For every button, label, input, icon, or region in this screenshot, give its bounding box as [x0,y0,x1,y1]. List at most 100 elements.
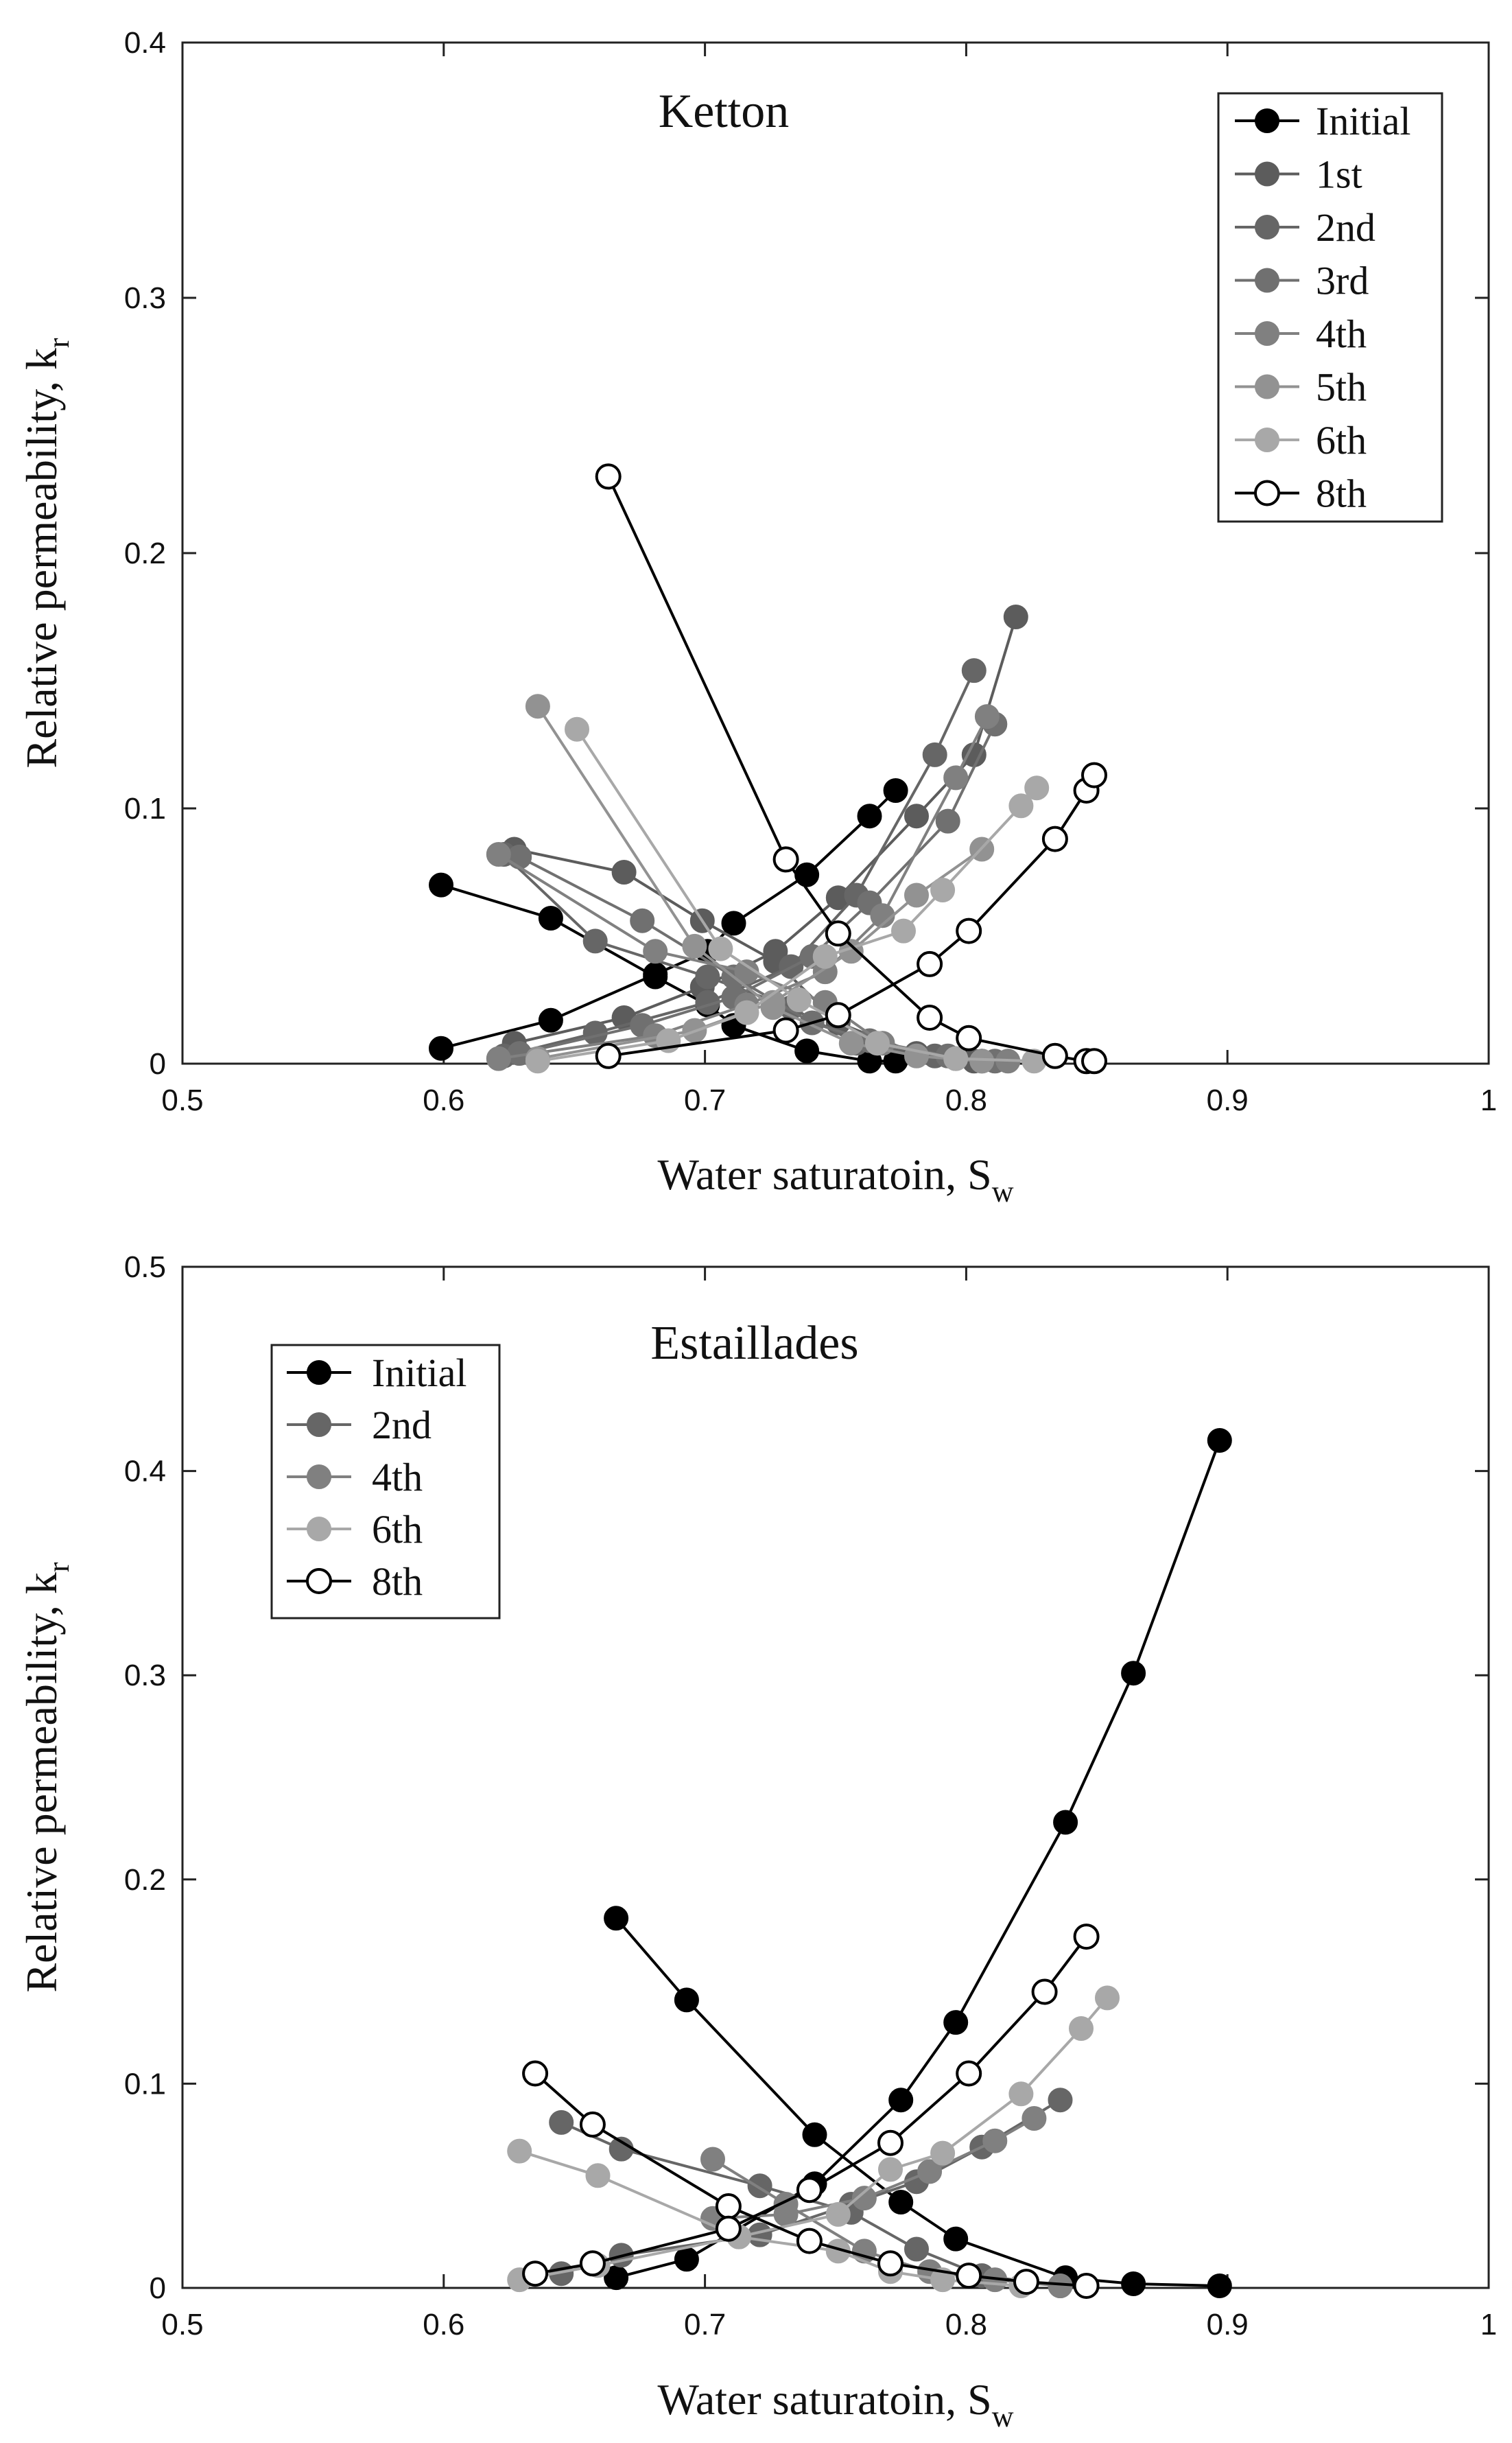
data-point [682,933,707,959]
data-point [522,2060,549,2087]
data-point [1081,762,1107,788]
data-point [956,1025,982,1051]
chart-title: Estaillades [650,1317,858,1370]
y-tick-label: 0.3 [124,1659,166,1692]
data-point [883,778,908,803]
data-point [917,950,943,977]
data-point [429,1036,453,1061]
data-point [708,936,733,961]
legend-marker [1255,215,1279,239]
data-point [1121,2271,1146,2296]
data-point [930,2267,956,2293]
data-point [935,808,960,834]
data-series [429,463,1107,1075]
legend-box [1217,92,1443,523]
x-tick-label: 0.9 [1207,2308,1249,2341]
data-point [549,2109,574,2135]
chart-title: Ketton [659,85,790,138]
data-point [525,694,550,719]
legend-entry-5th: 5th [1235,365,1367,410]
data-point [812,944,838,969]
legend-entry-8th: 8th [1235,471,1367,516]
x-tick-label: 0.6 [423,2308,464,2341]
legend-entry-2nd: 2nd [287,1403,432,1447]
data-point [1041,826,1068,852]
legend-label: 4th [372,1455,423,1499]
series-4th [486,704,1021,1074]
y-tick-label: 0.2 [124,537,166,570]
data-point [904,804,929,829]
data-point [595,463,622,490]
data-point [585,2163,611,2188]
legend-label: 8th [1316,471,1367,516]
series-initial [604,1428,1232,2298]
data-point [1031,1978,1058,2005]
data-point [961,658,987,683]
data-point [486,1046,511,1071]
legend: Initial 1st 2nd 3rd 4th 5th 6th 8th [1217,92,1443,523]
legend-entry-3rd: 3rd [1235,259,1369,303]
data-point [1069,2016,1094,2041]
legend-label: 6th [1316,418,1367,463]
legend-label: 3rd [1316,259,1369,303]
legend-label: 8th [372,1559,423,1604]
legend-label: 1st [1316,152,1362,197]
data-point [772,846,799,873]
data-point [595,1042,622,1069]
chart-ketton: 0.5 0.6 0.7 0.8 0.9 1 0 0.1 0.2 0.3 0.4 Ketton Wat… [17,26,1497,1208]
legend-label: 2nd [1316,205,1375,250]
x-tick-label: 0.8 [945,1084,987,1117]
legend-label: 4th [1316,312,1367,356]
data-point [904,2236,929,2262]
legend-entry-4th: 4th [287,1455,423,1499]
series-6th [525,716,1050,1074]
data-point [1073,2273,1100,2299]
data-point [1207,1428,1232,1453]
legend-marker [307,1517,331,1541]
data-point [630,908,655,933]
legend-marker [1255,321,1279,346]
legend-label: 6th [372,1507,423,1552]
x-tick-label: 1 [1480,1084,1497,1117]
data-series [507,1428,1232,2299]
data-point [611,860,637,885]
data-point [579,2250,606,2277]
data-point [538,1007,563,1033]
x-tick-label: 0.5 [161,2308,203,2341]
data-point [507,844,532,869]
data-point [1121,1661,1146,1686]
data-point [857,804,882,829]
data-point [538,906,563,931]
series-8th [522,1924,1100,2299]
data-point [582,928,608,954]
y-tick-label: 0.1 [124,792,166,826]
data-point [878,2157,903,2182]
data-point [888,2190,914,2214]
legend-entry-initial: Initial [1235,99,1411,143]
data-point [825,2201,851,2227]
data-point [974,704,1000,729]
data-point [930,2140,956,2166]
legend-marker [307,1412,331,1437]
data-point [943,2226,969,2252]
data-point [825,1002,851,1029]
data-point [943,765,969,791]
y-tick-label: 0.5 [124,1250,166,1284]
data-point [522,2260,549,2287]
data-point [486,842,511,867]
y-tick-label: 0.4 [124,26,166,60]
data-point [763,939,788,964]
data-point [772,1017,799,1044]
data-point [674,1987,699,2013]
series-line [534,1935,1088,2276]
legend-entry-4th: 4th [1235,312,1367,356]
data-point [794,862,820,887]
data-point [961,742,987,767]
y-axis-title: Relative permeability, kr [17,338,75,769]
legend-marker [307,1464,331,1489]
data-point [877,2250,903,2277]
x-tick-label: 0.7 [684,2308,726,2341]
data-point [917,1005,943,1031]
legend-label: Initial [372,1351,467,1395]
data-point [904,1043,929,1068]
